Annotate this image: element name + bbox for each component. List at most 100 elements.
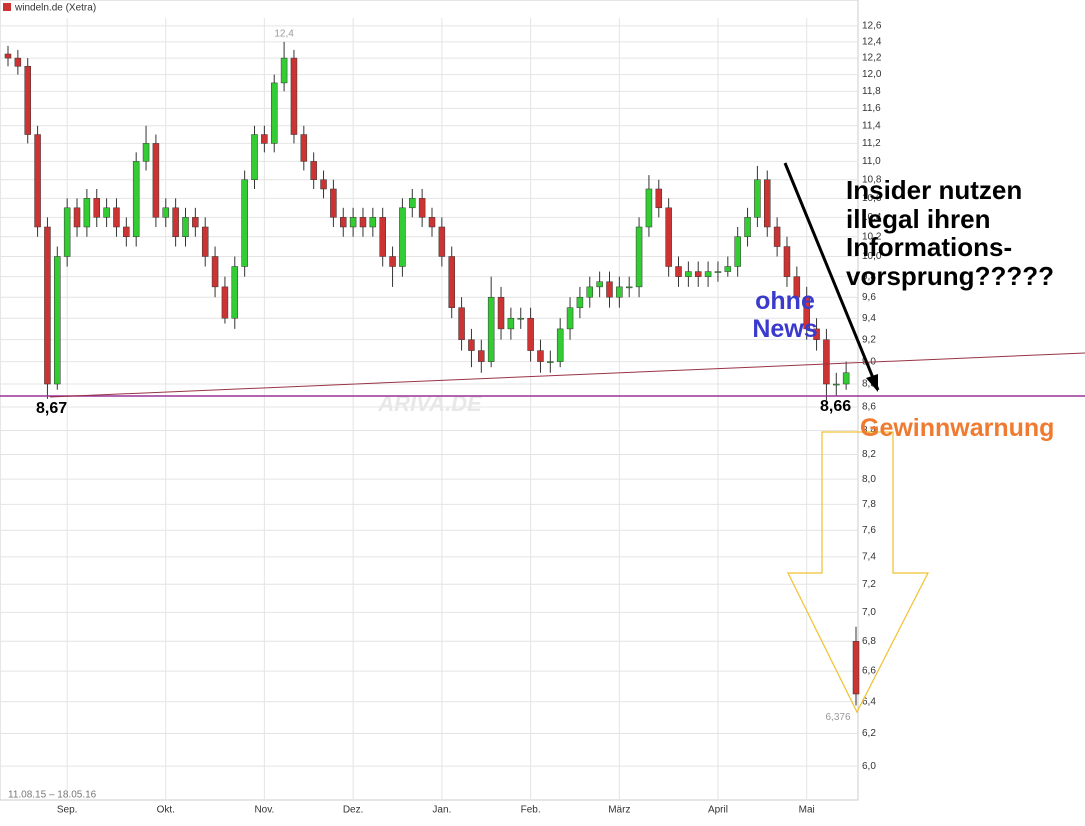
candle-body <box>172 207 179 237</box>
candle-body <box>399 207 406 267</box>
annotation: Insider nutzen illegal ihren Information… <box>846 175 1054 291</box>
y-tick-label: 6,4 <box>862 696 876 707</box>
candle-body <box>142 143 150 162</box>
candle-body <box>665 207 672 267</box>
y-tick-label: 7,0 <box>862 607 876 618</box>
y-tick-label: 11,8 <box>862 86 881 97</box>
candle-body <box>73 207 81 228</box>
candle-body <box>497 296 505 330</box>
candle-body <box>182 217 189 237</box>
y-tick-label: 6,6 <box>862 666 876 677</box>
annotation: Gewinnwarnung <box>860 414 1055 442</box>
candle-body <box>724 266 732 272</box>
candle-body <box>349 217 357 228</box>
candle-body <box>290 57 298 135</box>
y-tick-label: 11,2 <box>862 138 881 149</box>
candle-body <box>93 198 100 218</box>
y-tick-label: 9,6 <box>862 292 876 303</box>
y-tick-label: 12,2 <box>862 53 882 64</box>
candle-body <box>694 271 702 277</box>
extreme-label: 12,4 <box>274 28 294 39</box>
arrow-line <box>783 162 880 391</box>
candle-body <box>527 317 534 351</box>
candle-body <box>596 281 603 288</box>
candle-body <box>704 271 712 277</box>
y-tick-label: 12,4 <box>862 36 882 47</box>
candle-body <box>34 134 41 228</box>
candle-body <box>537 350 544 362</box>
candle-body <box>280 57 288 84</box>
candle-body <box>418 198 426 218</box>
y-tick-label: 8,4 <box>862 425 876 436</box>
plot-area <box>0 0 859 801</box>
candle-body <box>409 198 416 209</box>
candle-body <box>162 207 170 218</box>
legend-swatch <box>3 3 11 11</box>
candle-body <box>44 226 51 385</box>
x-tick-label: Nov. <box>254 805 274 816</box>
candle-body <box>359 217 367 228</box>
trend-line <box>49 352 1085 398</box>
x-tick-label: Okt. <box>157 805 175 816</box>
y-tick-label: 12,0 <box>862 69 882 80</box>
y-tick-label: 11,6 <box>862 103 881 114</box>
candle-body <box>823 339 830 385</box>
candle-body <box>635 226 643 288</box>
y-tick-label: 6,8 <box>862 636 876 647</box>
candle-body <box>842 372 850 385</box>
candle-body <box>270 82 278 144</box>
candle-body <box>783 246 791 277</box>
x-tick-label: April <box>708 805 728 816</box>
x-tick-label: Dez. <box>343 805 364 816</box>
candle-body <box>369 217 377 228</box>
candle-body <box>517 317 524 320</box>
y-tick-label: 8,2 <box>862 449 876 460</box>
candle-body <box>803 296 810 330</box>
candle-body <box>714 271 722 273</box>
y-tick-label: 11,4 <box>862 120 881 131</box>
x-tick-label: März <box>608 805 630 816</box>
y-tick-label: 10,8 <box>862 174 882 185</box>
candle-body <box>744 217 751 237</box>
y-tick-label: 9,2 <box>862 334 876 345</box>
y-tick-label: 10,6 <box>862 193 882 204</box>
y-tick-label: 8,6 <box>862 402 876 413</box>
candle-body <box>221 286 229 319</box>
candle-body <box>852 641 860 695</box>
candle-body <box>625 286 633 289</box>
candle-body <box>4 53 12 59</box>
candle-body <box>261 134 268 144</box>
candle-body <box>645 188 653 228</box>
candle-body <box>113 207 120 228</box>
y-tick-label: 9,8 <box>862 271 876 282</box>
candle-body <box>576 296 584 308</box>
candle-body <box>586 286 594 298</box>
y-tick-label: 7,2 <box>862 579 876 590</box>
y-tick-label: 8,0 <box>862 474 876 485</box>
candle-body <box>152 143 160 218</box>
candle-body <box>468 339 475 351</box>
candle-body <box>54 256 61 385</box>
candle-body <box>103 207 110 218</box>
candle-body <box>507 317 515 330</box>
candle-body <box>211 256 219 288</box>
y-tick-label: 7,4 <box>862 552 876 563</box>
y-tick-label: 6,2 <box>862 728 876 739</box>
candle-body <box>320 179 327 190</box>
candle-body <box>547 361 554 363</box>
down-arrow <box>787 431 929 714</box>
candle-body <box>556 328 564 362</box>
candle-body <box>14 57 22 67</box>
y-tick-label: 11,0 <box>862 156 881 167</box>
candle-body <box>123 226 130 237</box>
candle-body <box>773 226 781 247</box>
candle-body <box>428 217 436 228</box>
date-range: 11.08.15 – 18.05.16 <box>8 790 97 801</box>
candle-body <box>340 217 347 228</box>
y-tick-label: 12,6 <box>862 21 882 32</box>
candle-body <box>685 271 692 277</box>
candle-body <box>734 236 741 267</box>
candle-body <box>458 307 465 340</box>
